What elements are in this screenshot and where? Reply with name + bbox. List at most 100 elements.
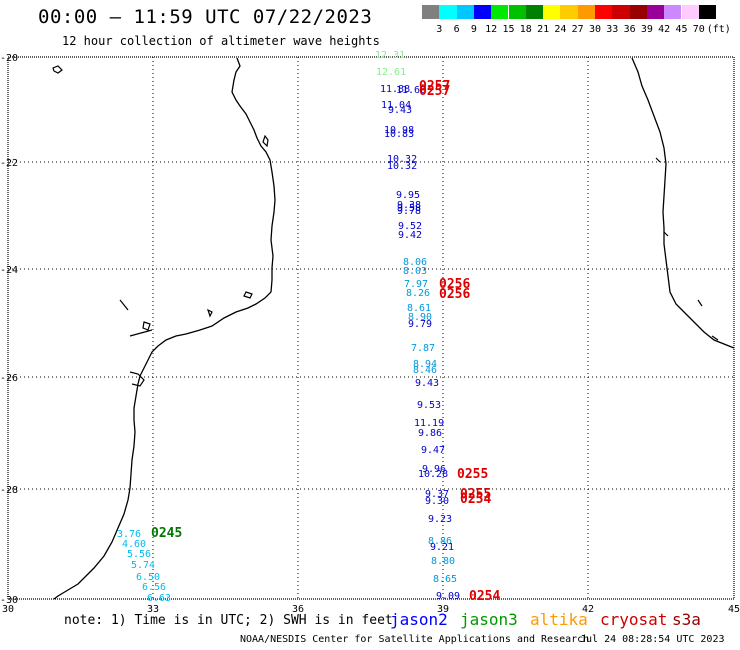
latitude-label: -28 xyxy=(0,485,18,496)
pass-time-label: 0254 xyxy=(460,492,491,507)
wave-height-label: 9.52 xyxy=(398,221,422,232)
pass-time-label: 0245 xyxy=(151,526,182,541)
wave-height-label: 7.97 xyxy=(404,279,428,290)
legend-swatch xyxy=(629,5,647,19)
wave-height-label: 8.94 xyxy=(413,359,437,370)
longitude-label: 39 xyxy=(437,604,449,615)
map-frame xyxy=(7,56,735,600)
legend-swatch xyxy=(456,5,474,19)
island-3 xyxy=(142,321,151,331)
latitude-label: -20 xyxy=(0,53,18,64)
longitude-label: 42 xyxy=(582,604,594,615)
legend-label: 45 xyxy=(675,24,688,35)
legend-unit: (ft) xyxy=(706,24,731,35)
pass-time-label: 0256 xyxy=(439,277,470,292)
wave-height-label: 11.66 xyxy=(396,85,426,96)
wave-height-label: 6.50 xyxy=(136,572,160,583)
footer-credit: NOAA/NESDIS Center for Satellite Applica… xyxy=(240,634,590,645)
wave-height-label: 3.76 xyxy=(117,529,141,540)
legend-label: 18 xyxy=(519,24,532,35)
pass-time-label: 0257 xyxy=(419,79,450,94)
wave-height-label: 10.98 xyxy=(384,125,414,136)
satellite-altika: altika xyxy=(530,610,588,629)
island-4 xyxy=(206,308,213,318)
map-subtitle: 12 hour collection of altimeter wave hei… xyxy=(62,34,380,48)
wave-height-label: 8.06 xyxy=(403,257,427,268)
africa-inlet-coast xyxy=(119,299,153,387)
coastline xyxy=(52,57,735,600)
legend-swatch xyxy=(508,5,526,19)
axis-tick-labels: 30 33 36 39 42 45 -20 -22 -24 -26 -28 -30 xyxy=(0,53,740,615)
legend-swatch xyxy=(577,5,595,19)
legend-label: 33 xyxy=(606,24,619,35)
legend-swatch xyxy=(525,5,544,19)
wave-height-label: 9.86 xyxy=(418,428,442,439)
legend-label: 3 xyxy=(436,24,443,35)
island-1 xyxy=(262,134,269,148)
legend-swatch xyxy=(612,5,630,19)
wave-height-label: 9.47 xyxy=(421,445,445,456)
africa-coastline xyxy=(53,57,276,600)
legend-swatch xyxy=(681,5,699,19)
longitude-label: 30 xyxy=(2,604,14,615)
legend-swatch xyxy=(664,5,682,19)
wave-height-label: 10.32 xyxy=(387,154,417,165)
wave-height-label: 6.63 xyxy=(147,593,171,604)
wave-height-label: 8.90 xyxy=(408,312,432,323)
wave-height-label: 9.30 xyxy=(425,496,449,507)
wave-height-label: 9.43 xyxy=(388,105,412,116)
legend-swatch xyxy=(491,5,509,19)
legend-swatch xyxy=(646,5,665,19)
longitude-label: 36 xyxy=(292,604,304,615)
wave-height-label: 10.32 xyxy=(387,161,417,172)
legend-label: 21 xyxy=(537,24,550,35)
legend-swatch xyxy=(595,5,613,19)
madagascar-islands xyxy=(655,157,719,341)
footer-timestamp: Jul 24 08:28:54 UTC 2023 xyxy=(580,634,725,645)
map-title: 00:00 – 11:59 UTC 07/22/2023 xyxy=(38,6,373,28)
note-text: note: 1) Time is in UTC; 2) SWH is in fe… xyxy=(64,613,393,628)
wave-height-label: 8.61 xyxy=(407,303,431,314)
satellite-jason3: jason3 xyxy=(460,610,518,629)
legend-label: 27 xyxy=(571,24,584,35)
wave-height-label: 9.37 xyxy=(425,489,449,500)
pass-time-label: 0255 xyxy=(457,467,488,482)
satellite-s3a: s3a xyxy=(672,610,701,629)
legend-label: 9 xyxy=(470,24,477,35)
wave-height-label: 9.42 xyxy=(398,230,422,241)
legend-swatch xyxy=(560,5,578,19)
legend-label: 24 xyxy=(554,24,567,35)
legend-swatch xyxy=(543,5,561,19)
legend-label: 15 xyxy=(502,24,515,35)
pass-time-label: 0256 xyxy=(439,287,470,302)
latitude-label: -30 xyxy=(0,595,18,606)
wave-height-label: 9.79 xyxy=(408,319,432,330)
wave-height-label: 9.23 xyxy=(428,514,452,525)
legend-label: 12 xyxy=(485,24,498,35)
legend-label: 39 xyxy=(640,24,653,35)
lat-lon-grid xyxy=(8,57,734,599)
latitude-label: -22 xyxy=(0,158,18,169)
wave-height-label: 12.61 xyxy=(376,67,406,78)
latitude-label: -24 xyxy=(0,265,18,276)
wave-height-label: 11.88 xyxy=(380,84,410,95)
wave-height-label: 10.28 xyxy=(418,469,448,480)
wave-height-label: 8.26 xyxy=(406,288,430,299)
longitude-label: 45 xyxy=(728,604,740,615)
wave-height-label: 9.78 xyxy=(397,206,421,217)
legend-label: 42 xyxy=(658,24,671,35)
wave-height-label: 9.53 xyxy=(417,400,441,411)
legend-label: 30 xyxy=(588,24,602,35)
wave-height-readings: 12.3112.6111.8811.6611.049.4310.9810.831… xyxy=(117,50,460,604)
wave-height-label: 12.31 xyxy=(375,50,405,61)
wave-height-label: 5.74 xyxy=(131,560,155,571)
wave-height-label: 9.96 xyxy=(422,464,446,475)
wave-height-label: 6.56 xyxy=(142,582,166,593)
wave-height-label: 8.80 xyxy=(431,556,455,567)
longitude-label: 33 xyxy=(147,604,159,615)
inland-feature xyxy=(52,65,63,74)
legend-swatch xyxy=(439,5,457,19)
wave-height-label: 8.03 xyxy=(403,266,427,277)
